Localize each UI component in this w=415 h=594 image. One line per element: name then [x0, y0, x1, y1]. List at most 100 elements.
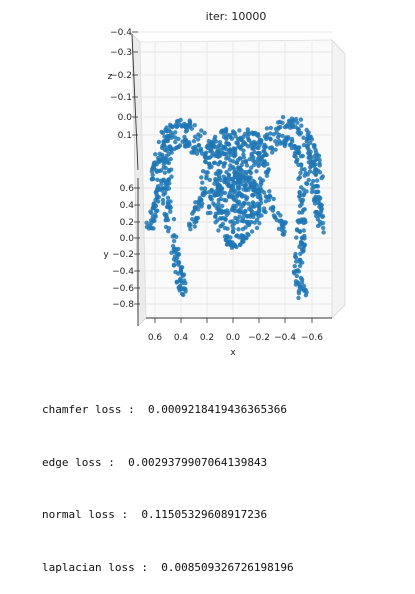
data-point: [287, 142, 292, 148]
y-tick-label: −0.8: [112, 300, 134, 310]
data-point: [255, 132, 261, 137]
data-point: [293, 116, 299, 122]
data-point: [243, 225, 248, 230]
data-point: [257, 151, 262, 156]
data-point: [207, 177, 212, 183]
data-point: [221, 128, 227, 133]
data-point: [174, 280, 179, 285]
data-point: [257, 221, 262, 226]
data-point: [202, 159, 208, 164]
data-point: [223, 152, 229, 157]
data-point: [174, 247, 179, 252]
data-point: [302, 207, 307, 212]
data-point: [228, 158, 233, 163]
data-point: [250, 192, 255, 198]
data-point: [170, 124, 175, 130]
data-point: [248, 204, 254, 209]
data-point: [321, 225, 326, 231]
y-tick-label: 0.6: [120, 184, 135, 194]
data-point: [321, 230, 326, 235]
data-point: [244, 186, 249, 191]
data-point: [311, 198, 317, 203]
data-point: [228, 147, 233, 152]
data-point: [186, 143, 191, 148]
data-point: [299, 287, 305, 292]
data-point: [156, 155, 161, 161]
data-point: [194, 215, 199, 221]
data-point: [209, 164, 214, 169]
data-point: [268, 137, 273, 142]
data-point: [196, 148, 202, 153]
data-point: [314, 156, 320, 162]
data-point: [298, 117, 304, 122]
data-point: [166, 160, 171, 166]
data-point: [294, 235, 299, 240]
data-point: [257, 142, 262, 148]
data-point: [155, 186, 161, 191]
data-point: [296, 176, 301, 181]
data-point: [205, 210, 211, 216]
data-point: [254, 169, 259, 174]
data-point: [250, 146, 255, 151]
data-point: [230, 187, 235, 192]
data-point: [249, 130, 255, 135]
data-point: [164, 134, 169, 139]
data-point: [219, 216, 224, 221]
data-point: [236, 190, 242, 195]
z-tick-label: −0.4: [110, 28, 132, 38]
z-axis-label: z: [108, 72, 113, 82]
data-point: [294, 228, 300, 233]
data-point: [238, 206, 243, 212]
data-point: [171, 216, 177, 222]
data-point: [311, 178, 316, 184]
data-point: [200, 151, 205, 156]
data-point: [227, 167, 232, 172]
data-point: [151, 217, 156, 222]
data-point: [264, 152, 269, 158]
data-point: [297, 203, 303, 209]
data-point: [247, 157, 252, 162]
data-point: [305, 143, 310, 148]
data-point: [263, 170, 269, 175]
data-point: [195, 137, 201, 142]
data-point: [304, 137, 310, 142]
data-point: [256, 204, 261, 209]
data-point: [257, 176, 263, 181]
data-point: [263, 209, 268, 215]
data-point: [245, 214, 250, 219]
data-point: [315, 168, 321, 173]
data-point: [217, 185, 222, 191]
data-point: [316, 189, 321, 194]
z-tick-label: −0.2: [110, 71, 132, 81]
data-point: [264, 132, 270, 137]
data-point: [277, 119, 283, 125]
data-point: [301, 217, 307, 222]
data-point: [317, 219, 323, 224]
data-point: [225, 233, 230, 239]
data-point: [203, 190, 208, 196]
data-point: [151, 201, 156, 206]
data-point: [192, 224, 197, 229]
data-point: [177, 277, 183, 282]
data-point: [257, 193, 263, 199]
data-point: [192, 123, 197, 128]
data-point: [213, 211, 219, 216]
data-point: [245, 134, 250, 139]
data-point: [295, 280, 300, 286]
data-point: [229, 136, 235, 141]
data-point: [203, 153, 208, 159]
data-point: [295, 218, 300, 224]
data-point: [315, 178, 320, 183]
data-point: [263, 144, 268, 150]
data-point: [293, 269, 299, 274]
y-axis-label: y: [103, 250, 109, 260]
data-point: [272, 215, 277, 220]
laplacian-loss-line: laplacian loss : 0.008509326726198196: [42, 559, 294, 577]
data-point: [296, 150, 301, 156]
data-point: [227, 241, 232, 247]
data-point: [216, 197, 221, 203]
data-point: [313, 147, 318, 152]
data-point: [168, 199, 173, 204]
data-point: [156, 199, 161, 204]
data-point: [221, 144, 227, 150]
